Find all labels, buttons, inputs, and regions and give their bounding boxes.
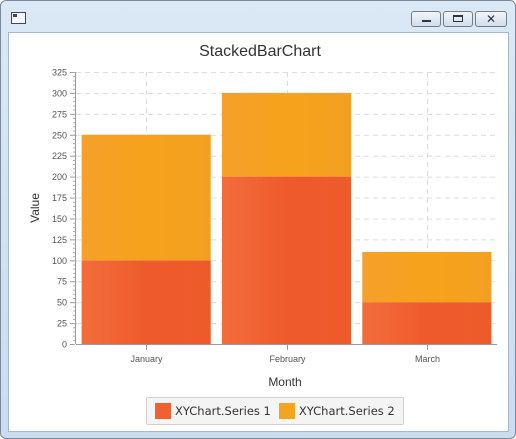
chart-title: StackedBarChart [199, 43, 321, 60]
y-tick-label: 225 [52, 151, 67, 161]
axes: 0 25 50 75 100 125 150 175 200 225 250 275 300 325 Jan… [52, 68, 497, 364]
x-tick-label: January [130, 354, 163, 364]
maximize-button[interactable] [443, 11, 473, 27]
maximize-icon [453, 15, 463, 22]
y-axis-label: Value [28, 193, 42, 223]
bar-series-1-march[interactable] [362, 302, 492, 344]
title-bar[interactable]: ✕ [1, 1, 515, 31]
y-tick-label: 25 [57, 319, 67, 329]
y-tick-label: 325 [52, 68, 67, 78]
x-axis-label: Month [268, 375, 301, 389]
close-icon: ✕ [485, 12, 497, 26]
chart-legend: XYChart.Series 1 XYChart.Series 2 [146, 397, 404, 425]
minimize-button[interactable] [411, 11, 441, 27]
bar-series-2-january[interactable] [81, 134, 211, 261]
legend-label-series-1: XYChart.Series 1 [175, 404, 271, 418]
y-tick-label: 175 [52, 193, 67, 203]
legend-item-series-1: XYChart.Series 1 [155, 403, 271, 419]
bar-series-2-february[interactable] [221, 92, 352, 177]
x-tick-label: March [415, 354, 440, 364]
y-tick-label: 75 [57, 277, 67, 287]
bar-series-1-january[interactable] [81, 260, 211, 344]
y-tick-label: 250 [52, 130, 67, 140]
chart-panel: StackedBarChart Value Month 0 25 50 75 100 12… [8, 32, 509, 432]
x-tick-label: February [269, 354, 306, 364]
y-tick-label: 150 [52, 214, 67, 224]
legend-swatch-series-1 [155, 403, 171, 419]
y-tick-label: 125 [52, 235, 67, 245]
y-tick-label: 275 [52, 109, 67, 119]
minimize-icon [422, 20, 431, 22]
close-button[interactable]: ✕ [475, 11, 507, 27]
bar-series-2-march[interactable] [362, 251, 492, 303]
window-app-icon[interactable] [11, 12, 26, 24]
bars [81, 92, 492, 344]
bar-series-1-february[interactable] [221, 176, 352, 344]
legend-item-series-2: XYChart.Series 2 [278, 403, 395, 419]
legend-label-series-2: XYChart.Series 2 [298, 404, 395, 418]
y-tick-label: 200 [52, 172, 67, 182]
legend-swatch-series-2 [278, 403, 295, 419]
y-tick-label: 100 [52, 256, 67, 266]
y-tick-label: 0 [62, 340, 67, 350]
y-tick-label: 50 [57, 298, 67, 308]
stacked-bar-chart: StackedBarChart Value Month 0 25 50 75 100 12… [28, 43, 497, 389]
y-tick-label: 300 [52, 88, 67, 98]
